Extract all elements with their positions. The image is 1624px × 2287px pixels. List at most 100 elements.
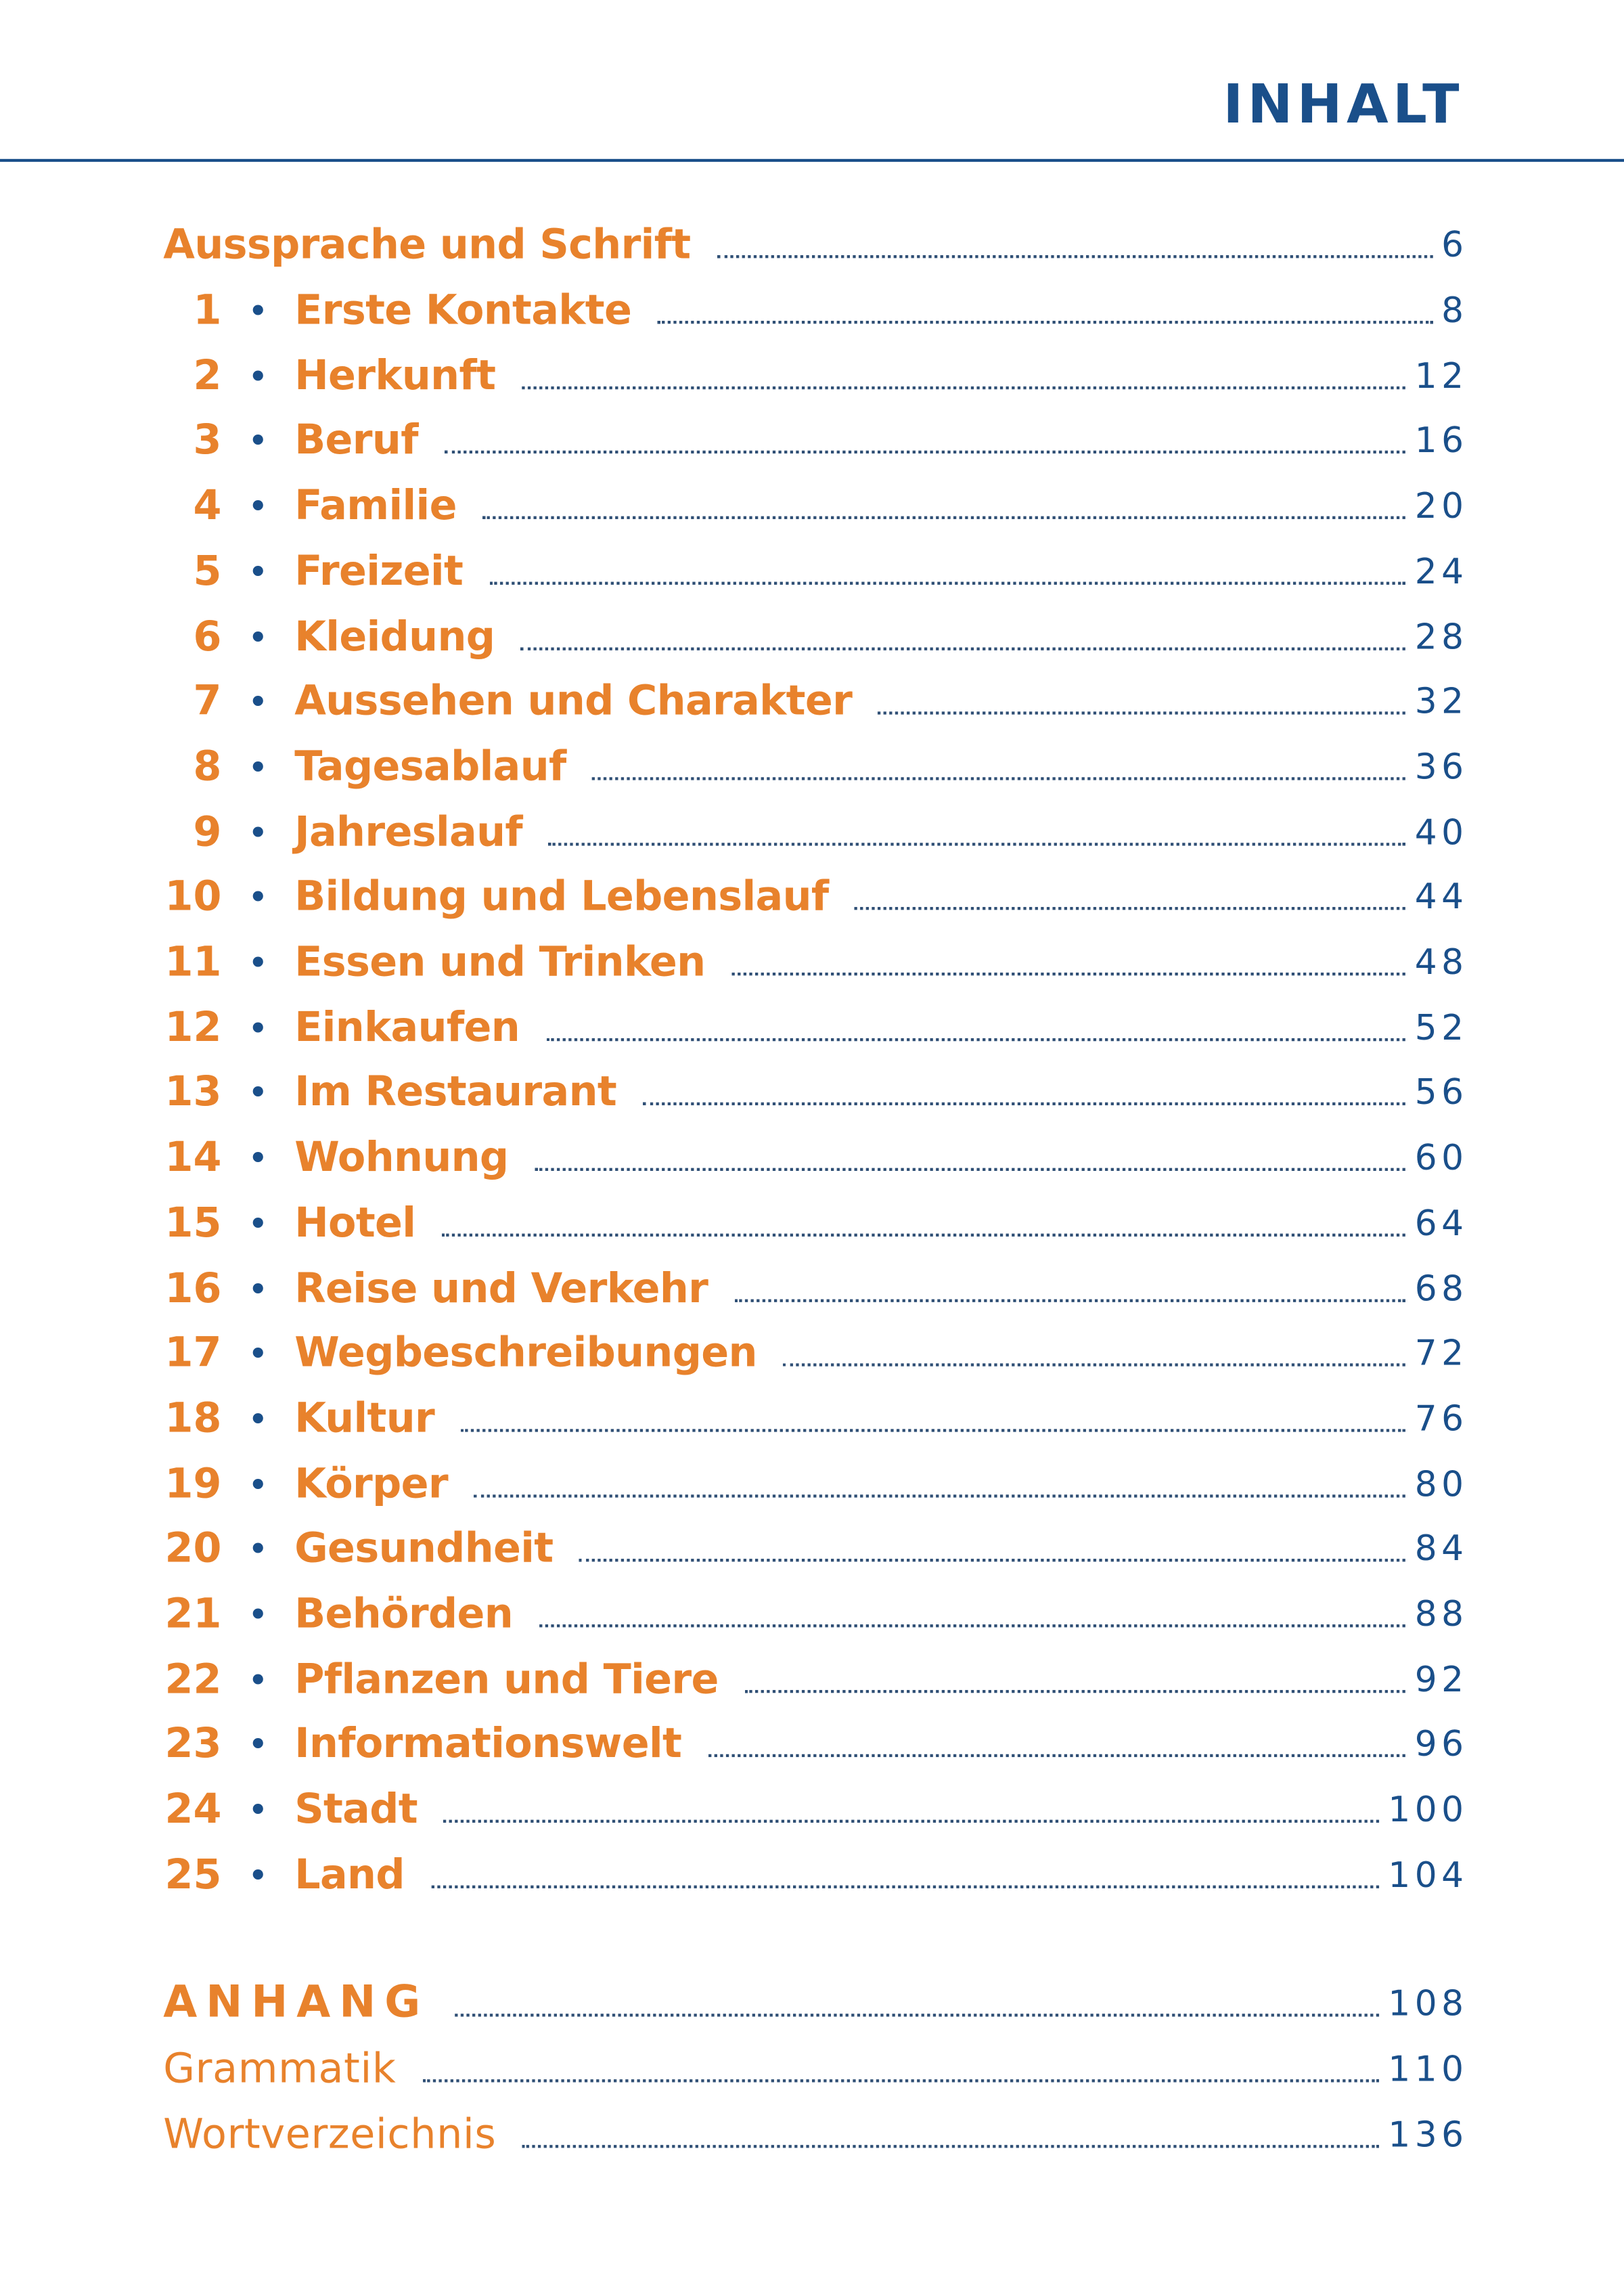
toc-entry-appendix[interactable]: ANHANG 108 bbox=[163, 1972, 1464, 2030]
chapter-number: 17 bbox=[164, 1329, 222, 1377]
chapter-number: 16 bbox=[164, 1263, 222, 1312]
toc-entry-chapter[interactable]: 21 • Behörden 88 bbox=[163, 1582, 1464, 1641]
bullet-icon: • bbox=[248, 1727, 268, 1762]
bullet-icon: • bbox=[248, 1075, 268, 1111]
chapter-number: 3 bbox=[193, 416, 222, 464]
toc-entry-chapter[interactable]: 12 • Einkaufen 52 bbox=[163, 996, 1464, 1054]
toc-entry-label: Aussehen und Charakter bbox=[294, 677, 853, 726]
toc-entry-chapter[interactable]: 19 • Körper 80 bbox=[163, 1452, 1464, 1510]
toc-entry-chapter[interactable]: 18 • Kultur 76 bbox=[163, 1387, 1464, 1445]
dotted-leader bbox=[522, 386, 1406, 389]
toc-entry-chapter[interactable]: 9 • Jahreslauf 40 bbox=[163, 800, 1464, 858]
header-rule bbox=[0, 158, 1624, 162]
toc-page-number: 28 bbox=[1414, 616, 1468, 657]
bullet-icon: • bbox=[248, 684, 268, 719]
dotted-leader bbox=[535, 1168, 1406, 1172]
toc-entry-chapter[interactable]: 20 • Gesundheit 84 bbox=[163, 1517, 1464, 1575]
toc-entry-chapter[interactable]: 6 • Kleidung 28 bbox=[163, 604, 1464, 663]
toc-entry-label: Hotel bbox=[294, 1198, 416, 1247]
dotted-leader bbox=[460, 1429, 1406, 1432]
page-title: INHALT bbox=[1223, 72, 1464, 136]
chapter-number: 6 bbox=[193, 611, 222, 660]
dotted-leader bbox=[548, 842, 1406, 845]
toc-page-number: 32 bbox=[1414, 681, 1468, 722]
dotted-leader bbox=[855, 907, 1406, 910]
bullet-icon: • bbox=[248, 1531, 268, 1567]
toc-entry-chapter[interactable]: 4 • Familie 20 bbox=[163, 474, 1464, 532]
chapter-number: 21 bbox=[164, 1589, 222, 1638]
toc-page-number: 76 bbox=[1414, 1398, 1468, 1440]
toc-entry-label: Beruf bbox=[294, 416, 418, 464]
bullet-icon: • bbox=[248, 423, 268, 459]
toc-entry-label: Kleidung bbox=[294, 611, 495, 660]
toc-page-number: 104 bbox=[1388, 1854, 1468, 1896]
toc-page-number: 6 bbox=[1441, 224, 1468, 266]
toc-page-number: 136 bbox=[1388, 2114, 1468, 2156]
toc-entry-chapter[interactable]: 3 • Beruf 16 bbox=[163, 409, 1464, 467]
chapter-number: 24 bbox=[164, 1785, 222, 1834]
toc-entry-label: Im Restaurant bbox=[294, 1067, 617, 1116]
bullet-icon: • bbox=[248, 1857, 268, 1892]
toc-entry-wortverzeichnis[interactable]: Wortverzeichnis 136 bbox=[163, 2103, 1464, 2161]
chapter-number: 20 bbox=[164, 1524, 222, 1573]
toc-entry-label: Essen und Trinken bbox=[294, 937, 706, 986]
chapter-number: 12 bbox=[164, 1002, 222, 1051]
toc-entry-label: Land bbox=[294, 1850, 405, 1899]
chapter-number: 14 bbox=[164, 1133, 222, 1182]
toc-entry-chapter[interactable]: 7 • Aussehen und Charakter 32 bbox=[163, 669, 1464, 728]
toc-entry-label: Einkaufen bbox=[294, 1002, 520, 1051]
dotted-leader bbox=[430, 1885, 1380, 1888]
chapter-number: 25 bbox=[164, 1850, 222, 1899]
bullet-icon: • bbox=[248, 1335, 268, 1371]
toc-entry-chapter[interactable]: 1 • Erste Kontakte 8 bbox=[163, 278, 1464, 336]
bullet-icon: • bbox=[248, 1205, 268, 1241]
toc-page-number: 88 bbox=[1414, 1593, 1468, 1635]
toc-entry-chapter[interactable]: 11 • Essen und Trinken 48 bbox=[163, 931, 1464, 989]
toc-page-number: 108 bbox=[1388, 1982, 1468, 2024]
toc-entry-chapter[interactable]: 25 • Land 104 bbox=[163, 1843, 1464, 1901]
bullet-icon: • bbox=[248, 945, 268, 980]
toc-entry-grammatik[interactable]: Grammatik 110 bbox=[163, 2037, 1464, 2095]
toc-page-number: 44 bbox=[1414, 876, 1468, 918]
toc-entry-intro[interactable]: Aussprache und Schrift 6 bbox=[163, 213, 1464, 271]
dotted-leader bbox=[744, 1689, 1406, 1693]
dotted-leader bbox=[455, 2014, 1380, 2017]
toc-entry-label: Behörden bbox=[294, 1589, 514, 1638]
dotted-leader bbox=[783, 1363, 1406, 1367]
dotted-leader bbox=[521, 646, 1406, 650]
toc-entry-chapter[interactable]: 13 • Im Restaurant 56 bbox=[163, 1061, 1464, 1119]
toc-entry-chapter[interactable]: 10 • Bildung und Lebenslauf 44 bbox=[163, 865, 1464, 923]
chapter-number: 23 bbox=[164, 1719, 222, 1768]
toc-entry-label: Kultur bbox=[294, 1394, 435, 1442]
dotted-leader bbox=[658, 320, 1433, 324]
toc-entry-chapter[interactable]: 8 • Tagesablauf 36 bbox=[163, 735, 1464, 793]
chapter-number: 5 bbox=[193, 546, 222, 595]
toc-entry-chapter[interactable]: 2 • Herkunft 12 bbox=[163, 344, 1464, 402]
dotted-leader bbox=[717, 255, 1433, 259]
chapter-number: 1 bbox=[193, 286, 222, 334]
toc-entry-label: Wegbeschreibungen bbox=[294, 1329, 757, 1377]
toc-entry-chapter[interactable]: 17 • Wegbeschreibungen 72 bbox=[163, 1321, 1464, 1379]
toc-entry-chapter[interactable]: 5 • Freizeit 24 bbox=[163, 539, 1464, 598]
chapter-number: 8 bbox=[193, 742, 222, 791]
chapter-number: 11 bbox=[164, 937, 222, 986]
dotted-leader bbox=[422, 2079, 1380, 2083]
toc-entry-chapter[interactable]: 15 • Hotel 64 bbox=[163, 1191, 1464, 1249]
bullet-icon: • bbox=[248, 1401, 268, 1436]
toc-entry-label: Körper bbox=[294, 1459, 449, 1507]
dotted-leader bbox=[522, 2145, 1380, 2148]
dotted-leader bbox=[444, 451, 1406, 454]
toc-entry-label: Tagesablauf bbox=[294, 742, 566, 791]
bullet-icon: • bbox=[248, 293, 268, 328]
toc-entry-chapter[interactable]: 16 • Reise und Verkehr 68 bbox=[163, 1256, 1464, 1314]
dotted-leader bbox=[642, 1103, 1406, 1106]
dotted-leader bbox=[489, 581, 1406, 585]
toc-entry-chapter[interactable]: 23 • Informationswelt 96 bbox=[163, 1712, 1464, 1771]
toc-entry-chapter[interactable]: 14 • Wohnung 60 bbox=[163, 1126, 1464, 1184]
chapter-number: 18 bbox=[164, 1394, 222, 1442]
toc-page-number: 92 bbox=[1414, 1659, 1468, 1700]
toc-entry-chapter[interactable]: 24 • Stadt 100 bbox=[163, 1777, 1464, 1836]
toc-page-number: 56 bbox=[1414, 1072, 1468, 1113]
toc-entry-chapter[interactable]: 22 • Pflanzen und Tiere 92 bbox=[163, 1647, 1464, 1706]
